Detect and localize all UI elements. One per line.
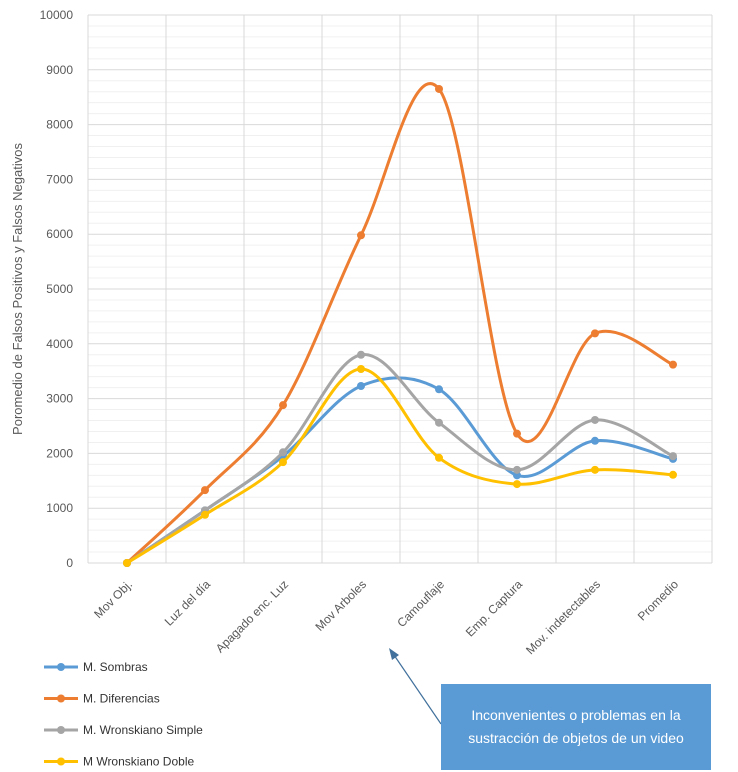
data-point bbox=[357, 350, 365, 359]
data-point bbox=[435, 84, 443, 93]
data-point bbox=[669, 360, 677, 369]
data-point bbox=[513, 465, 521, 474]
legend-item-m-diferencias: M. Diferencias bbox=[44, 692, 160, 706]
y-tick-label: 2000 bbox=[46, 446, 73, 460]
x-tick-label: Mov. indetectables bbox=[523, 577, 603, 657]
legend-item-m-wronskiano-doble: M Wronskiano Doble bbox=[44, 755, 194, 769]
series-lines bbox=[123, 82, 677, 567]
y-tick-label: 0 bbox=[66, 556, 73, 570]
legend-item-m-wronskiano-simple: M. Wronskiano Simple bbox=[44, 723, 203, 737]
legend-label: M. Wronskiano Simple bbox=[83, 723, 203, 737]
data-point bbox=[513, 429, 521, 438]
y-tick-label: 10000 bbox=[40, 8, 74, 22]
y-tick-label: 1000 bbox=[46, 501, 73, 515]
annotation-arrow bbox=[389, 648, 442, 725]
y-tick-label: 7000 bbox=[46, 172, 73, 186]
legend-swatch-marker bbox=[57, 694, 65, 703]
data-point bbox=[357, 381, 365, 390]
x-tick-label: Camouflaje bbox=[394, 577, 447, 630]
x-tick-label: Apagado enc. Luz bbox=[213, 577, 291, 655]
legend-swatch-marker bbox=[57, 663, 65, 671]
y-tick-label: 8000 bbox=[46, 118, 73, 132]
legend: M. Sombras M. Diferencias M. Wronskiano Si… bbox=[44, 660, 203, 769]
legend-swatch-marker bbox=[57, 726, 65, 734]
data-point bbox=[591, 329, 599, 338]
gridlines bbox=[87, 14, 713, 564]
annotation-callout: Inconvenientes o problemas en la sustrac… bbox=[441, 684, 711, 770]
data-point bbox=[435, 453, 443, 462]
y-tick-label: 5000 bbox=[46, 282, 73, 296]
data-point bbox=[201, 510, 209, 519]
data-point bbox=[435, 418, 443, 427]
data-point bbox=[591, 436, 599, 445]
y-tick-label: 6000 bbox=[46, 227, 73, 241]
data-point bbox=[123, 559, 131, 567]
data-point bbox=[357, 365, 365, 374]
legend-item-m-sombras: M. Sombras bbox=[44, 660, 148, 674]
series-m-wronskiano-doble bbox=[123, 365, 677, 567]
x-tick-label: Mov Arboles bbox=[313, 577, 370, 634]
data-point bbox=[669, 452, 677, 461]
x-tick-label: Mov Obj. bbox=[91, 577, 135, 621]
series-line bbox=[125, 82, 675, 565]
data-point bbox=[513, 471, 521, 480]
series-line bbox=[125, 353, 675, 565]
legend-label: M. Sombras bbox=[83, 660, 148, 674]
y-tick-label: 4000 bbox=[46, 337, 73, 351]
data-point bbox=[591, 415, 599, 424]
data-point bbox=[201, 486, 209, 495]
y-tick-label: 3000 bbox=[46, 392, 73, 406]
x-axis-ticks: Mov Obj. Luz del día Apagado enc. Luz Mov A… bbox=[91, 577, 681, 657]
data-point bbox=[591, 465, 599, 474]
data-point bbox=[669, 470, 677, 479]
data-point bbox=[435, 385, 443, 394]
x-tick-label: Emp. Captura bbox=[463, 577, 525, 639]
annotation-text: Inconvenientes o problemas en la sustrac… bbox=[468, 707, 684, 746]
legend-swatch-marker bbox=[57, 757, 65, 766]
data-point bbox=[279, 448, 287, 457]
y-axis-ticks: 0 1000 2000 3000 4000 5000 6000 7000 8000 9000 100… bbox=[40, 8, 74, 570]
legend-label: M. Diferencias bbox=[83, 692, 160, 706]
data-point bbox=[357, 231, 365, 240]
data-point bbox=[513, 480, 521, 489]
y-axis-label: Poromedio de Falsos Positivos y Falsos N… bbox=[10, 143, 25, 435]
data-point bbox=[279, 401, 287, 410]
x-tick-label: Promedio bbox=[635, 577, 681, 623]
legend-label: M Wronskiano Doble bbox=[83, 755, 194, 769]
x-tick-label: Luz del día bbox=[162, 577, 214, 629]
series-line bbox=[125, 367, 675, 565]
data-point bbox=[279, 458, 287, 467]
series-m-wronskiano-simple bbox=[123, 350, 677, 567]
y-tick-label: 9000 bbox=[46, 63, 73, 77]
